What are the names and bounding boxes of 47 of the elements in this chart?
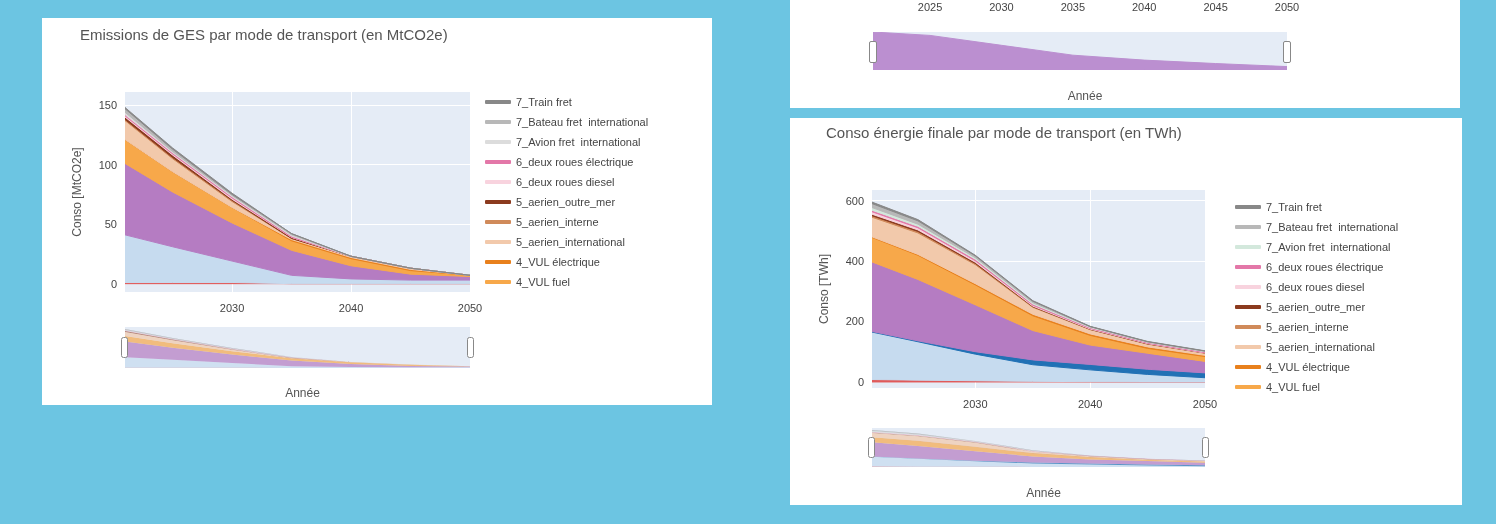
y-tick-label: 400	[845, 255, 864, 268]
legend-label: 4_VUL fuel	[1266, 381, 1321, 393]
x-tick-label: 2030	[219, 301, 245, 314]
legend-label: 7_Bateau fret international	[516, 116, 649, 128]
legend-label: 4_VUL fuel	[516, 276, 571, 288]
legend-label: 5_aerien_interne	[1266, 321, 1349, 333]
legend-label: 5_aerien_international	[1266, 341, 1375, 353]
y-tick-label: 0	[110, 277, 117, 290]
legend-label: 7_Avion fret international	[1266, 241, 1391, 253]
legend-label: 5_aerien_international	[516, 236, 625, 248]
y-tick-label: 600	[845, 194, 864, 207]
y-tick-label: 100	[98, 158, 117, 171]
y-axis-title: Conso [TWh]	[817, 253, 831, 325]
x-tick-label: 2040	[338, 301, 364, 314]
legend-label: 7_Train fret	[1266, 201, 1322, 213]
legend-label: 6_deux roues électrique	[1266, 261, 1384, 273]
legend-label: 7_Avion fret international	[516, 136, 641, 148]
y-tick-label: 200	[845, 315, 864, 328]
legend-label: 5_aerien_interne	[516, 216, 599, 228]
chart-title: Conso énergie finale par mode de transport (en TWh)	[826, 124, 1182, 141]
legend-label: 6_deux roues électrique	[516, 156, 634, 168]
x-tick-label: 2040	[1132, 0, 1157, 13]
legend-label: 7_Bateau fret international	[1266, 221, 1399, 233]
y-tick-label: 150	[98, 99, 117, 112]
x-tick-label: 2025	[917, 0, 943, 13]
legend-label: 5_aerien_outre_mer	[516, 196, 616, 208]
x-tick-label: 2050	[1192, 397, 1218, 410]
y-tick-label: 0	[857, 375, 864, 388]
x-tick-label: 2050	[457, 301, 483, 314]
x-tick-label: 2050	[1274, 0, 1300, 13]
x-tick-label: 2045	[1203, 0, 1228, 13]
x-tick-label: 2030	[989, 0, 1014, 13]
x-axis-title: Année	[1026, 486, 1062, 500]
legend-label: 5_aerien_outre_mer	[1266, 301, 1366, 313]
x-axis-title: Année	[1067, 89, 1103, 103]
x-tick-label: 2035	[1060, 0, 1086, 13]
x-axis-title: Année	[285, 386, 321, 400]
legend-label: 4_VUL électrique	[1266, 361, 1350, 373]
x-tick-label: 2030	[963, 397, 988, 410]
y-tick-label: 50	[104, 218, 117, 231]
legend-label: 6_deux roues diesel	[516, 176, 615, 188]
chart-title: Emissions de GES par mode de transport (en MtCO2e)	[80, 26, 448, 43]
legend-label: 7_Train fret	[516, 96, 572, 108]
y-axis-title: Conso [MtCO2e]	[70, 147, 84, 237]
legend-label: 4_VUL électrique	[516, 256, 600, 268]
legend-label: 6_deux roues diesel	[1266, 281, 1365, 293]
x-tick-label: 2040	[1077, 397, 1103, 410]
